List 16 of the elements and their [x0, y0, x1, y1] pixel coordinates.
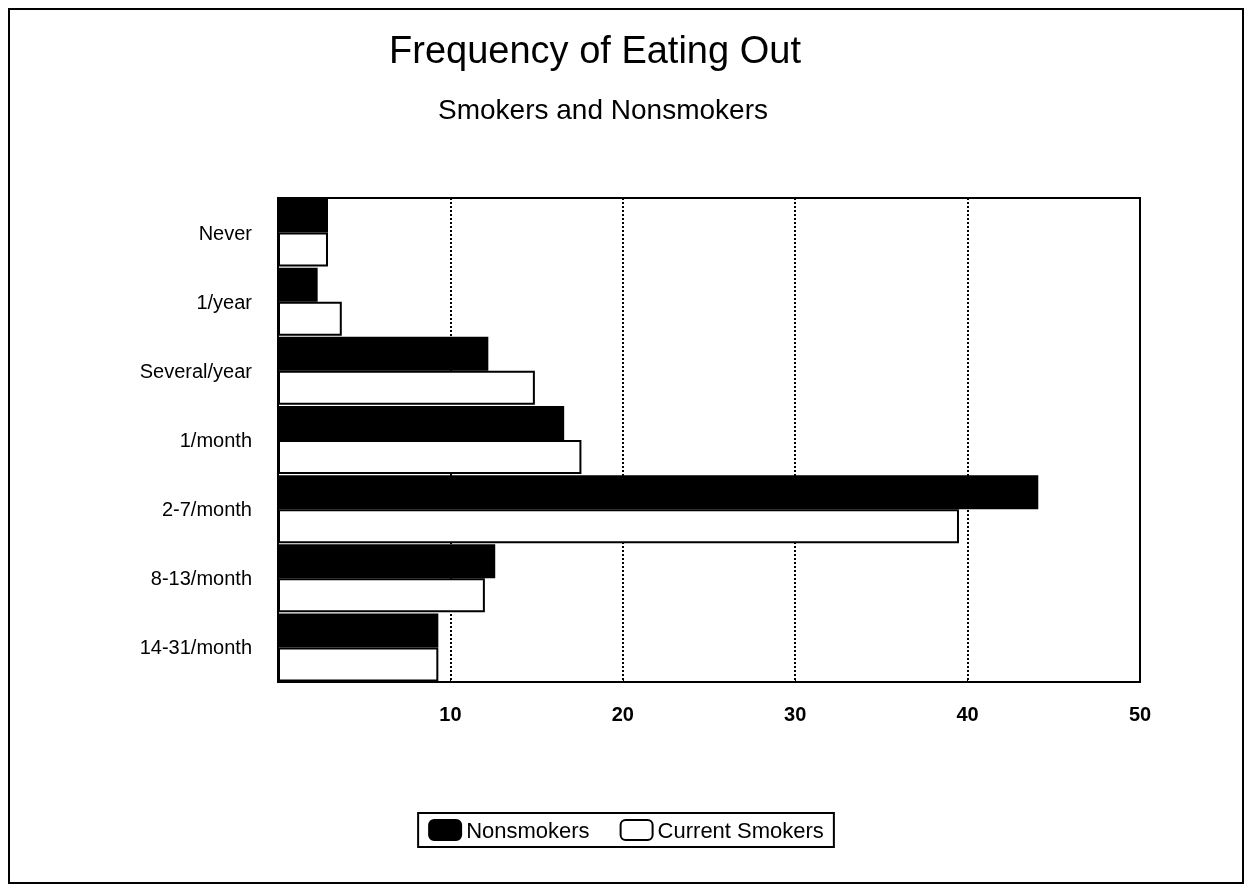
y-tick-label: 8-13/month: [150, 567, 252, 590]
x-tick-label: 10: [439, 703, 462, 725]
legend-label: Current Smokers: [657, 817, 824, 843]
y-tick-label: 2-7/month: [161, 498, 252, 521]
x-tick-label: 30: [784, 703, 807, 725]
x-tick-label: 40: [956, 703, 979, 725]
chart-subtitle: Smokers and Nonsmokers: [438, 93, 768, 125]
y-tick-label: 1/year: [196, 290, 253, 313]
chart-title: Frequency of Eating Out: [389, 29, 802, 71]
y-tick-label: Never: [198, 221, 253, 244]
y-tick-label: Several/year: [139, 359, 253, 382]
y-tick-label: 14-31/month: [139, 636, 252, 659]
x-tick-label: 20: [611, 703, 634, 725]
x-tick-label: 50: [1128, 703, 1152, 725]
legend-label: Nonsmokers: [466, 817, 590, 843]
y-tick-label: 1/month: [179, 429, 252, 451]
